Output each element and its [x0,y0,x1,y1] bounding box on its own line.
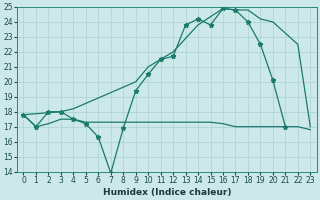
X-axis label: Humidex (Indice chaleur): Humidex (Indice chaleur) [103,188,231,197]
